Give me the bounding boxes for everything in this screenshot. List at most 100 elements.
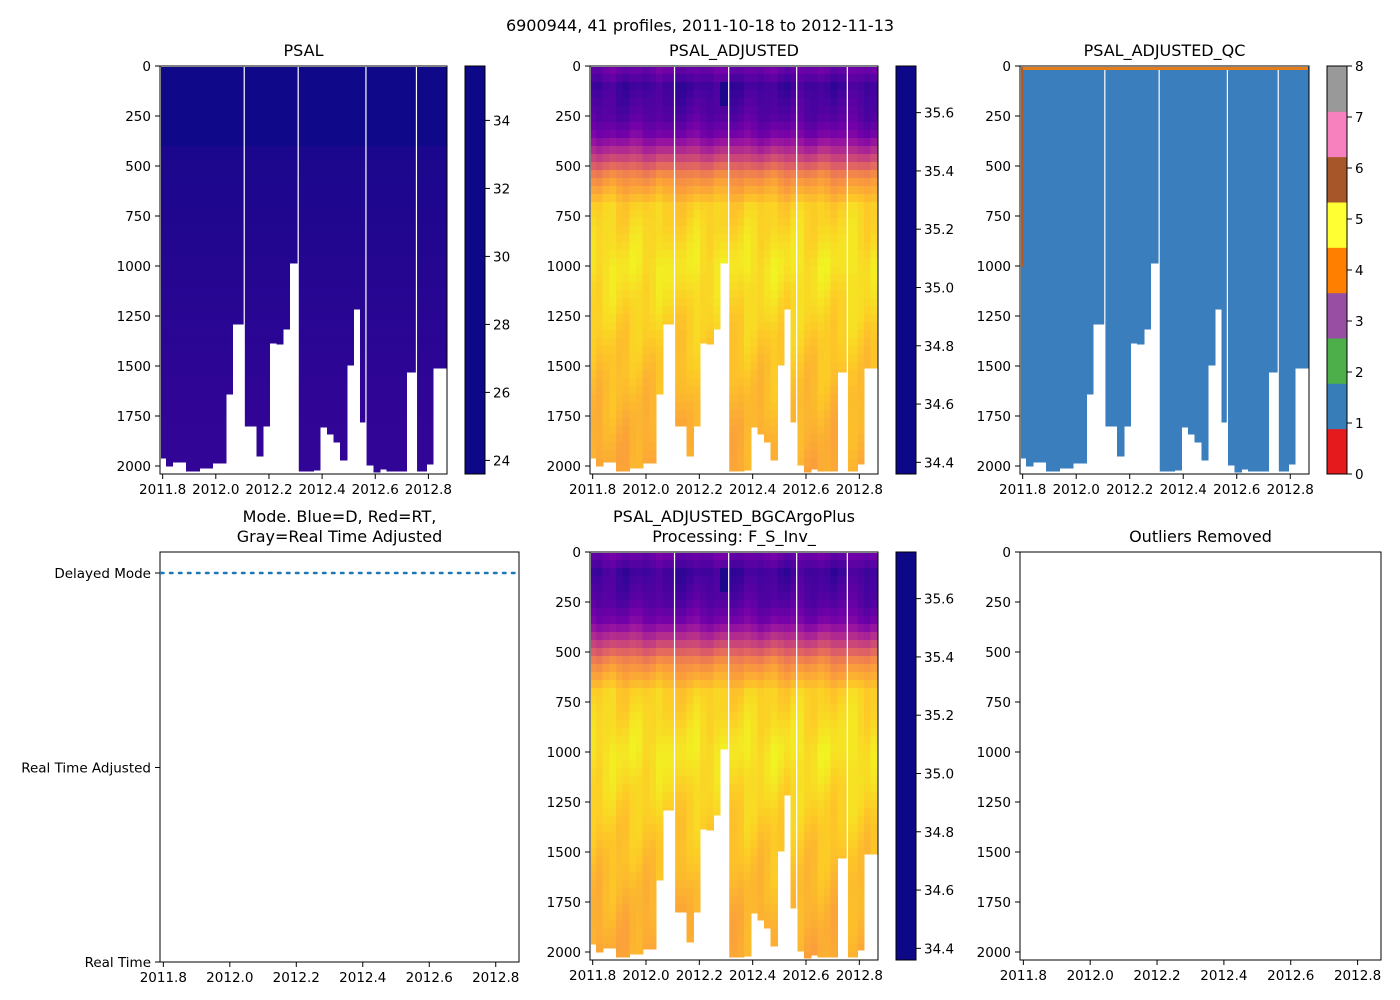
profile-cell — [1072, 210, 1081, 219]
profile-cell — [1174, 338, 1182, 347]
profile-cell — [1159, 210, 1169, 219]
profile-cell — [406, 266, 418, 275]
profile-cell — [298, 282, 308, 291]
profile-cell — [629, 162, 637, 171]
profile-cell — [244, 138, 257, 147]
profile-cell — [379, 130, 388, 139]
profile-cell — [1039, 418, 1047, 427]
profile-cell — [289, 186, 299, 195]
profile-cell — [298, 130, 308, 139]
profile-cell — [700, 242, 708, 251]
profile-cell — [1079, 218, 1087, 227]
profile-cell — [662, 170, 676, 179]
profile-cell — [609, 202, 617, 211]
profile-cell — [864, 162, 872, 171]
profile-cell — [810, 170, 818, 179]
profile-cell — [393, 250, 401, 259]
profile-cell — [797, 226, 805, 235]
profile-cell — [346, 146, 354, 155]
profile-cell — [359, 170, 368, 179]
profile-cell — [609, 378, 617, 387]
profile-cell — [326, 202, 334, 211]
profile-cell — [744, 266, 752, 275]
profile-cell — [219, 282, 227, 291]
profile-cell — [713, 170, 721, 179]
profile-cell — [1046, 90, 1054, 99]
profile-cell — [1123, 178, 1131, 187]
profile-cell — [700, 306, 708, 315]
profile-cell — [804, 314, 812, 323]
profile-cell — [346, 186, 354, 195]
profile-cell — [165, 226, 174, 235]
profile-cell — [662, 322, 676, 325]
profile-cell — [393, 82, 401, 91]
profile-cell — [609, 106, 617, 115]
profile-cell — [386, 234, 394, 243]
profile-cell — [199, 114, 207, 123]
profile-cell — [649, 330, 657, 339]
profile-cell — [750, 266, 758, 275]
profile-cell — [1187, 67, 1196, 76]
profile-cell — [373, 402, 381, 411]
profile-cell — [591, 186, 597, 195]
profile-cell — [219, 162, 227, 171]
profile-cell — [373, 194, 381, 203]
profile-cell — [1123, 306, 1131, 315]
profile-cell — [757, 298, 765, 307]
profile-cell — [870, 266, 878, 275]
profile-cell — [1026, 354, 1034, 363]
profile-cell — [1194, 154, 1202, 163]
profile-cell — [333, 114, 341, 123]
profile-cell — [622, 210, 630, 219]
profile-cell — [693, 154, 701, 163]
profile-cell — [1159, 418, 1169, 427]
profile-cell — [172, 74, 180, 83]
profile-cell — [591, 298, 597, 307]
profile-cell — [770, 74, 778, 83]
profile-cell — [1174, 138, 1182, 147]
profile-cell — [1104, 202, 1118, 211]
profile-cell — [1117, 186, 1125, 195]
profile-cell — [386, 322, 394, 331]
profile-cell — [179, 138, 187, 147]
profile-cell — [770, 330, 778, 339]
profile-cell — [225, 138, 234, 147]
profile-cell — [212, 178, 220, 187]
colorbar-tick-label: 24 — [493, 453, 510, 469]
profile-cell — [165, 74, 174, 83]
profile-cell — [1167, 338, 1176, 347]
profile-cell — [192, 306, 200, 315]
profile-cell — [1137, 67, 1145, 76]
profile-cell — [837, 362, 848, 371]
profile-cell — [399, 386, 408, 395]
profile-cell — [737, 434, 745, 443]
profile-cell — [416, 338, 428, 347]
profile-cell — [656, 202, 664, 211]
profile-cell — [244, 314, 257, 323]
profile-cell — [1021, 82, 1027, 91]
profile-cell — [847, 226, 858, 235]
profile-cell — [1079, 410, 1087, 419]
profile-cell — [757, 146, 765, 155]
profile-cell — [656, 250, 664, 259]
profile-cell — [864, 138, 872, 147]
profile-cell — [192, 298, 200, 307]
profile-cell — [636, 442, 644, 451]
profile-cell — [1072, 306, 1081, 315]
profile-cell — [1066, 242, 1074, 251]
profile-cell — [426, 418, 434, 427]
profile-cell — [1039, 282, 1047, 291]
profile-cell — [433, 330, 441, 339]
profile-cell — [602, 386, 610, 395]
profile-cell — [700, 218, 708, 227]
profile-cell — [373, 202, 381, 211]
profile-cell — [313, 402, 321, 411]
profile-cell — [212, 306, 220, 315]
profile-cell — [346, 298, 354, 307]
profile-cell — [379, 210, 388, 219]
profile-cell — [289, 170, 299, 179]
profile-cell — [1092, 226, 1106, 235]
profile-cell — [313, 90, 321, 99]
profile-cell — [674, 194, 688, 203]
profile-cell — [433, 234, 441, 243]
